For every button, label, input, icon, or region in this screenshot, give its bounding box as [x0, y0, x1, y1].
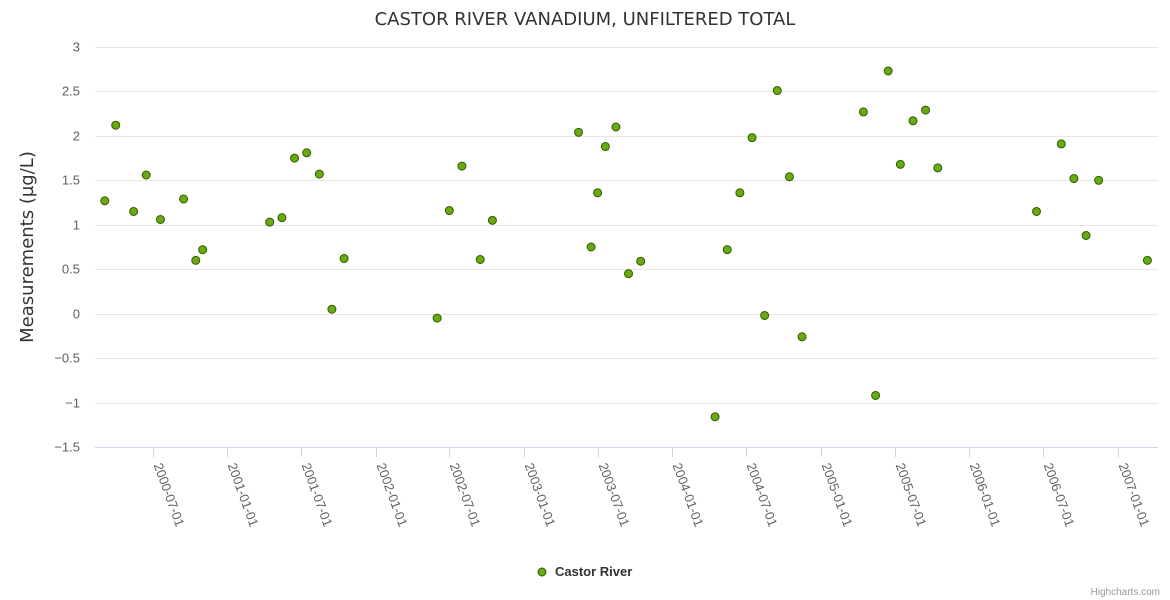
data-point[interactable]: [871, 390, 881, 400]
data-point[interactable]: [784, 172, 794, 182]
data-point[interactable]: [921, 105, 931, 115]
x-tick-label: 2001-07-01: [299, 461, 336, 529]
x-tick-label: 2007-01-01: [1116, 461, 1153, 529]
data-point[interactable]: [179, 194, 189, 204]
data-point[interactable]: [1081, 230, 1091, 240]
data-point[interactable]: [302, 148, 312, 158]
legend[interactable]: Castor River: [537, 564, 632, 579]
grid-lines: [95, 47, 1158, 404]
chart-title: CASTOR RIVER VANADIUM, UNFILTERED TOTAL: [375, 9, 796, 30]
data-point[interactable]: [1069, 174, 1079, 184]
data-point[interactable]: [314, 169, 324, 179]
data-point[interactable]: [1094, 175, 1104, 185]
data-point[interactable]: [624, 269, 634, 279]
x-tick-label: 2005-07-01: [893, 461, 930, 529]
data-point[interactable]: [432, 313, 442, 323]
x-tick-label: 2006-01-01: [967, 461, 1004, 529]
y-tick-label: 1.5: [62, 173, 80, 188]
x-tick-label: 2002-01-01: [374, 461, 411, 529]
data-point[interactable]: [710, 412, 720, 422]
data-point[interactable]: [265, 217, 275, 227]
data-point[interactable]: [155, 214, 165, 224]
data-point[interactable]: [457, 161, 467, 171]
y-tick-label: 2: [73, 129, 80, 144]
data-point[interactable]: [772, 86, 782, 96]
data-point[interactable]: [747, 133, 757, 143]
data-point[interactable]: [191, 255, 201, 265]
x-tick-label: 2002-07-01: [447, 461, 484, 529]
x-tick-label: 2005-01-01: [819, 461, 856, 529]
data-point[interactable]: [487, 215, 497, 225]
x-tick-label: 2000-07-01: [151, 461, 188, 529]
data-point[interactable]: [111, 120, 121, 130]
data-point[interactable]: [1056, 139, 1066, 149]
data-point[interactable]: [883, 66, 893, 76]
x-tick-label: 2004-01-01: [670, 461, 707, 529]
data-point[interactable]: [895, 159, 905, 169]
data-point[interactable]: [327, 304, 337, 314]
y-tick-label: 3: [73, 40, 80, 55]
data-point[interactable]: [277, 213, 287, 223]
y-tick-label: −0.5: [54, 351, 80, 366]
data-point[interactable]: [722, 245, 732, 255]
data-point[interactable]: [760, 310, 770, 320]
y-tick-label: 0.5: [62, 262, 80, 277]
data-point[interactable]: [797, 332, 807, 342]
data-points: [100, 66, 1152, 422]
data-point[interactable]: [100, 196, 110, 206]
data-point[interactable]: [600, 142, 610, 152]
y-axis-label: Measurements (µg/L): [17, 151, 38, 343]
data-point[interactable]: [574, 127, 584, 137]
data-point[interactable]: [1142, 255, 1152, 265]
data-point[interactable]: [290, 153, 300, 163]
x-tick-label: 2003-01-01: [522, 461, 559, 529]
data-point[interactable]: [735, 188, 745, 198]
data-point[interactable]: [198, 245, 208, 255]
legend-label[interactable]: Castor River: [555, 564, 632, 579]
credits-link[interactable]: Highcharts.com: [1091, 587, 1160, 598]
y-tick-label: 2.5: [62, 84, 80, 99]
y-tick-label: 1: [73, 218, 80, 233]
x-tick-label: 2001-01-01: [225, 461, 262, 529]
x-axis: 2000-07-01 2001-01-01 2001-07-01 2002-01-01…: [95, 447, 1158, 529]
data-point[interactable]: [444, 206, 454, 216]
data-point[interactable]: [586, 242, 596, 252]
y-tick-label: 0: [73, 307, 80, 322]
data-point[interactable]: [908, 116, 918, 126]
x-tick-label: 2003-07-01: [596, 461, 633, 529]
data-point[interactable]: [339, 254, 349, 264]
y-tick-label: −1.5: [54, 440, 80, 455]
data-point[interactable]: [1032, 206, 1042, 216]
x-tick-label: 2006-07-01: [1041, 461, 1078, 529]
y-tick-label: −1: [65, 396, 80, 411]
data-point[interactable]: [611, 122, 621, 132]
y-axis-ticks: 3 2.5 2 1.5 1 0.5 0 −0.5 −1 −1.5: [54, 40, 80, 455]
data-point[interactable]: [141, 170, 151, 180]
data-point[interactable]: [129, 206, 139, 216]
data-point[interactable]: [933, 163, 943, 173]
data-point[interactable]: [636, 256, 646, 266]
x-tick-label: 2004-07-01: [744, 461, 781, 529]
legend-marker: [537, 567, 547, 577]
data-point[interactable]: [858, 107, 868, 117]
data-point[interactable]: [475, 254, 485, 264]
data-point[interactable]: [593, 188, 603, 198]
